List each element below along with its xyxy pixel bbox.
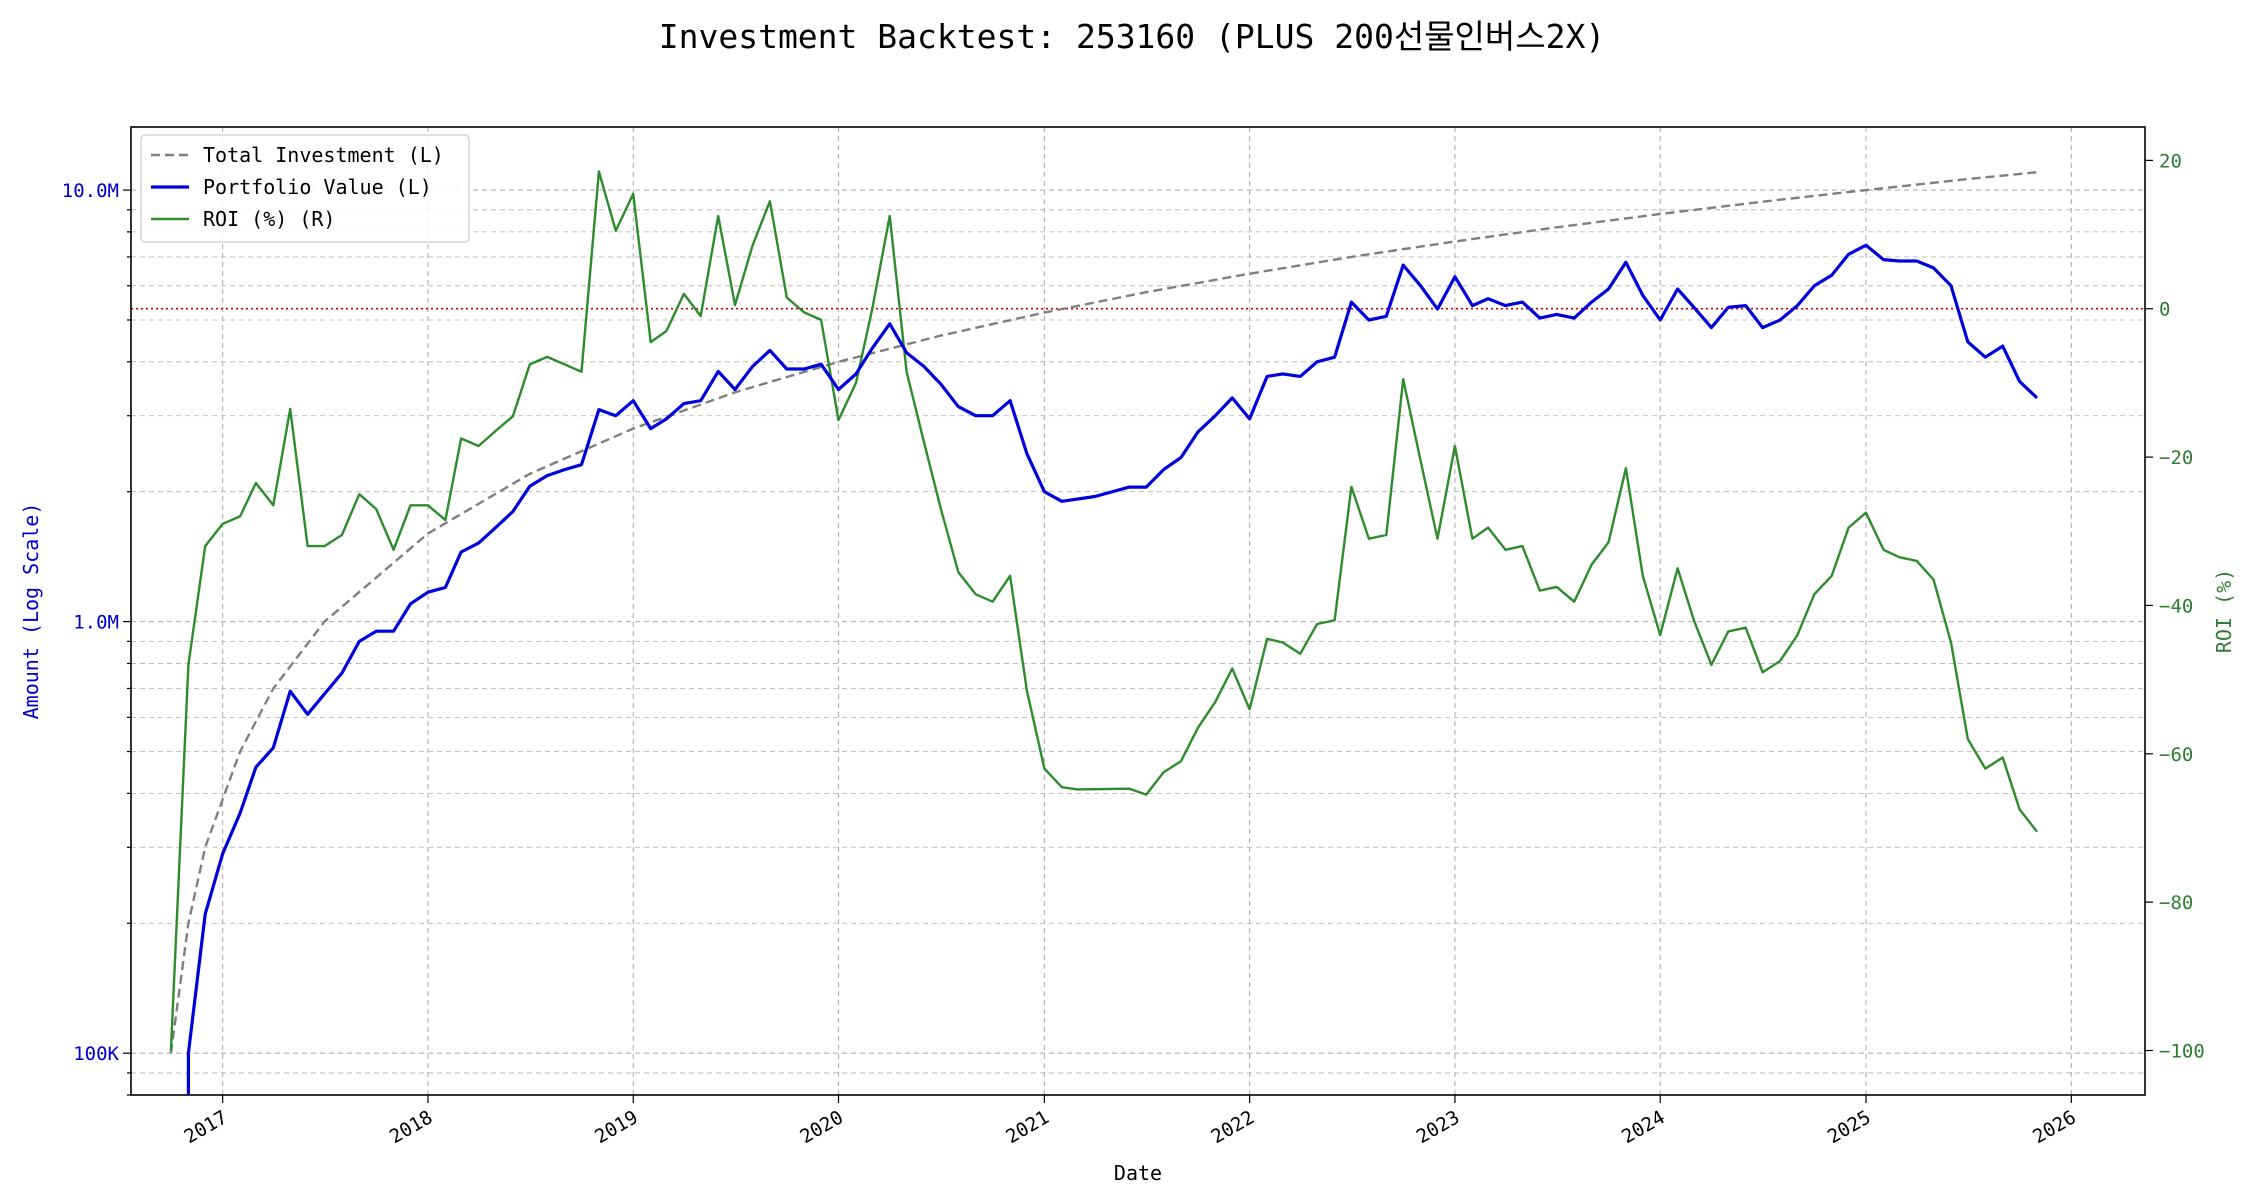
right-y-axis: 20 0 −20 −40 −60 −80 −100 <box>2145 150 2205 1062</box>
legend-entry: Portfolio Value (L) <box>203 175 432 199</box>
right-tick-label: −80 <box>2159 892 2193 914</box>
plot-frame <box>130 126 2146 1096</box>
legend-entry: Total Investment (L) <box>203 143 444 167</box>
x-axis-label: Date <box>1114 1161 1162 1185</box>
total-investment-line <box>169 171 2038 1054</box>
legend: Total Investment (L) Portfolio Value (L) R… <box>140 134 470 243</box>
right-tick-label: −20 <box>2159 447 2193 469</box>
left-tick-label: 10.0M <box>62 180 119 202</box>
right-tick-label: 0 <box>2159 299 2170 321</box>
right-tick-label: −100 <box>2159 1040 2205 1062</box>
left-tick-label: 1.0M <box>73 612 119 634</box>
chart-title: Investment Backtest: 253160 (PLUS 200선물인… <box>659 17 1606 56</box>
left-y-axis: 100K 1.0M 10.0M <box>62 180 131 1096</box>
legend-entry: ROI (%) (R) <box>203 207 335 231</box>
left-tick-label: 100K <box>73 1043 119 1065</box>
right-axis-label: ROI (%) <box>2212 569 2236 653</box>
left-axis-label: Amount (Log Scale) <box>19 503 43 720</box>
portfolio-value-line <box>186 243 2039 1095</box>
right-tick-label: −60 <box>2159 744 2193 766</box>
right-tick-label: 20 <box>2159 150 2182 172</box>
right-tick-label: −40 <box>2159 595 2193 617</box>
series-layer <box>169 170 2039 1095</box>
legend-box <box>140 134 470 243</box>
roi-line <box>169 170 2038 1051</box>
